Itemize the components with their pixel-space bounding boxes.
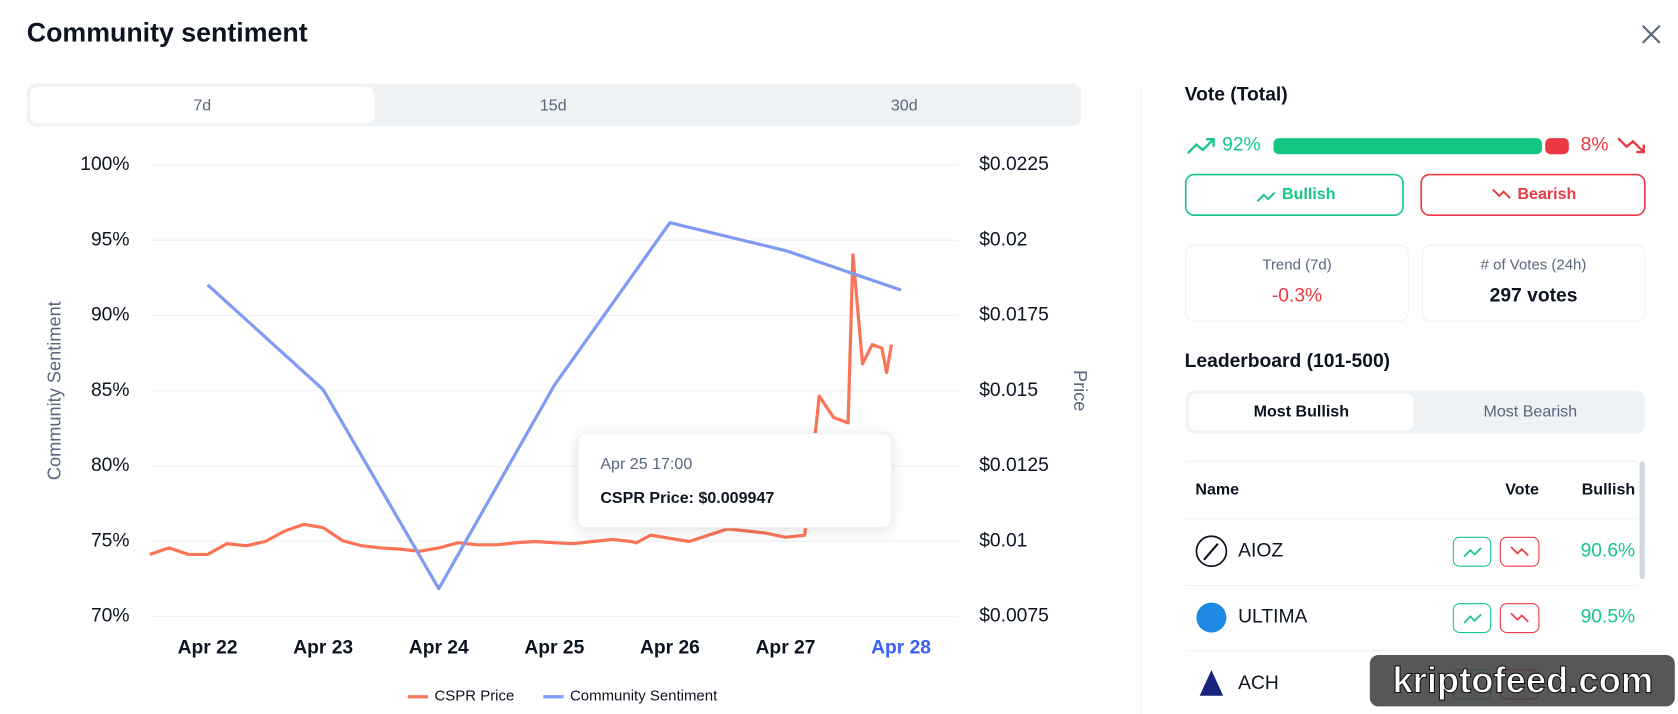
down-icon xyxy=(1617,137,1645,153)
stat-card xyxy=(1421,244,1646,322)
chart: 70% 75% 80% 85% 90% 95% 100% $0.0075 $0.01 $0.012… xyxy=(80,154,1049,705)
coin-icon xyxy=(1196,602,1227,633)
tooltip: Apr 25 17:00 CSPR Price: $0.009947 xyxy=(577,432,892,529)
vote-title: Vote (Total) xyxy=(1185,84,1288,105)
tab[interactable]: 15d xyxy=(540,96,567,114)
y2-tick-label: $0.01 xyxy=(979,530,1027,551)
vote-segment xyxy=(1273,138,1543,155)
y2-tick-label: $0.015 xyxy=(979,380,1038,401)
x-tick-label: Apr 25 xyxy=(524,638,584,659)
bullish-button-label[interactable]: Bullish xyxy=(1282,185,1336,203)
coin-name: ULTIMA xyxy=(1238,607,1307,628)
x-tick-label: Apr 26 xyxy=(640,638,700,659)
y-tick-label: 95% xyxy=(91,229,130,250)
y2-tick-label: $0.0175 xyxy=(979,305,1049,326)
legend-label: CSPR Price xyxy=(434,688,514,705)
down-icon xyxy=(1636,144,1645,154)
stat-label: Trend (7d) xyxy=(1262,256,1331,273)
bullish-button[interactable] xyxy=(1184,173,1404,217)
bearish-pct: 8% xyxy=(1581,135,1609,156)
coin-name: ACH xyxy=(1238,673,1279,694)
series-line xyxy=(149,253,894,557)
close-button[interactable] xyxy=(1641,25,1661,44)
tab[interactable]: 30d xyxy=(891,96,918,114)
y-tick-label: 90% xyxy=(91,305,130,326)
y-tick-label: 75% xyxy=(91,530,130,551)
y2-axis-title: Price xyxy=(1070,370,1090,411)
x-tick-label: Apr 24 xyxy=(409,638,469,659)
series-line xyxy=(206,221,902,591)
coin-icon xyxy=(1203,543,1219,561)
bearish-button[interactable] xyxy=(1420,173,1646,217)
down-icon xyxy=(1492,188,1511,199)
stat-card xyxy=(1185,244,1409,322)
stat-label: # of Votes (24h) xyxy=(1481,256,1587,273)
column-header: Vote xyxy=(1505,480,1539,498)
tab[interactable]: 7d xyxy=(193,96,211,114)
x-tick-label: Apr 23 xyxy=(293,638,353,659)
coin-icon xyxy=(1199,670,1224,696)
up-icon xyxy=(1187,138,1215,154)
up-icon xyxy=(1256,192,1276,202)
x-tick-label: Apr 22 xyxy=(178,638,238,659)
y-tick-label: 70% xyxy=(91,606,130,627)
y-tick-label: 100% xyxy=(80,154,129,175)
tab[interactable]: Most Bullish xyxy=(1254,402,1349,420)
active-tab[interactable] xyxy=(29,86,375,124)
column-header: Name xyxy=(1195,480,1239,498)
legend-label: Community Sentiment xyxy=(570,688,718,705)
stat-value: -0.3% xyxy=(1272,286,1322,307)
y-tick-label: 80% xyxy=(91,455,130,476)
active-tab[interactable] xyxy=(1188,393,1414,431)
scrollbar[interactable] xyxy=(1639,461,1645,580)
y-axis-title: Community Sentiment xyxy=(44,301,64,480)
x-tick-label: Apr 28 xyxy=(871,638,931,659)
y2-tick-label: $0.02 xyxy=(979,229,1027,250)
vote-segment xyxy=(1545,138,1569,155)
x-tick-label: Apr 27 xyxy=(756,638,816,659)
vote-bar xyxy=(1273,138,1569,155)
y2-tick-label: $0.0075 xyxy=(979,606,1049,627)
coin-bullish: 90.6% xyxy=(1581,540,1636,561)
coin-name: AIOZ xyxy=(1238,540,1283,561)
up-icon xyxy=(1206,138,1215,147)
bearish-button-label[interactable]: Bearish xyxy=(1517,185,1576,203)
dialog-title: Community sentiment xyxy=(27,17,308,47)
column-header: Bullish xyxy=(1582,480,1635,498)
bullish-pct: 92% xyxy=(1222,135,1261,156)
leaderboard-title: Leaderboard (101-500) xyxy=(1185,351,1390,372)
watermark-text: kriptofeed.com xyxy=(1392,659,1653,700)
tooltip-title: Apr 25 17:00 xyxy=(600,455,692,473)
y2-tick-label: $0.0225 xyxy=(979,154,1049,175)
coin-bullish: 90.5% xyxy=(1581,607,1636,628)
stat-value: 297 votes xyxy=(1490,286,1578,307)
tab[interactable]: Most Bearish xyxy=(1483,402,1577,420)
y2-tick-label: $0.0125 xyxy=(979,455,1049,476)
tooltip-text: CSPR Price: $0.009947 xyxy=(600,489,774,507)
y-tick-label: 85% xyxy=(91,380,130,401)
watermark: kriptofeed.com xyxy=(1369,655,1675,707)
